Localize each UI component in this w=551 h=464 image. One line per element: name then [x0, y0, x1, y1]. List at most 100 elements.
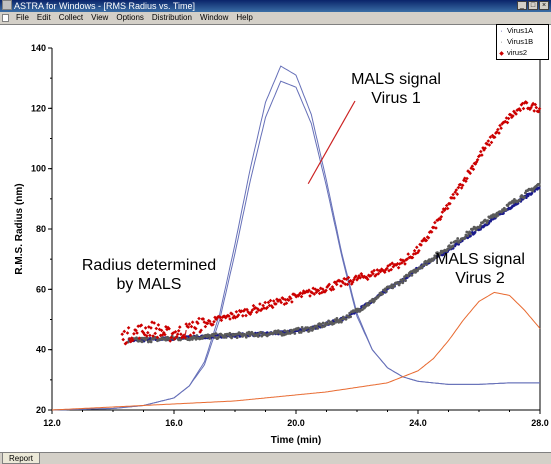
virus1b-point [316, 327, 320, 330]
virus2-point [488, 135, 493, 139]
virus2-point [321, 287, 325, 291]
menu-help[interactable]: Help [236, 13, 253, 22]
virus2-point [443, 206, 448, 211]
virus2-point [207, 319, 212, 323]
virus2-point [178, 325, 182, 329]
annotation-mals-virus1: MALS signal Virus 1 [334, 70, 458, 108]
virus1b-point [523, 195, 526, 199]
virus1b-point [479, 224, 482, 227]
virus2-point [405, 257, 409, 261]
virus2-point [403, 262, 407, 266]
title-bar: ASTRA for Windows - [RMS Radius vs. Time… [0, 0, 551, 12]
virus1b-point [420, 266, 424, 270]
virus2-point [284, 301, 289, 305]
virus2-point [175, 332, 180, 336]
menu-window[interactable]: Window [199, 13, 229, 22]
virus2-point [396, 265, 401, 270]
menu-edit[interactable]: Edit [36, 13, 51, 22]
virus2-point [152, 321, 156, 325]
virus2-point [365, 277, 370, 282]
virus2-point [492, 135, 497, 139]
virus2-point [265, 305, 270, 310]
maximize-button[interactable]: □ [528, 1, 538, 10]
menu-options[interactable]: Options [116, 13, 144, 22]
virus1b-point [321, 321, 325, 325]
annotation-radius-mals: Radius determined by MALS [64, 256, 234, 294]
virus2-point [385, 266, 389, 271]
virus2-point [532, 109, 536, 113]
virus2-point [125, 331, 130, 335]
virus2-point [143, 326, 148, 330]
virus2-point [159, 328, 164, 333]
virus2-point [498, 123, 502, 128]
virus1b-point [344, 317, 348, 321]
virus1b-point [371, 297, 374, 301]
close-button[interactable]: × [539, 1, 549, 10]
virus2-point [168, 339, 172, 343]
menu-view[interactable]: View [91, 13, 109, 22]
legend-label-virus2: virus2 [507, 48, 528, 57]
virus2-point [483, 146, 487, 150]
virus2-point [134, 328, 138, 333]
virus2-point [316, 288, 321, 293]
virus1b-point [384, 287, 387, 291]
virus2-point [215, 315, 219, 320]
virus1b-point [252, 332, 256, 336]
y-tick-label: 140 [31, 43, 46, 53]
virus1b-point [140, 340, 144, 344]
virus2-point [190, 320, 195, 324]
virus2-point [144, 334, 149, 338]
virus1b-point [463, 236, 467, 239]
virus2-point [468, 171, 472, 176]
virus2-point [279, 300, 283, 305]
virus2-point [372, 268, 376, 273]
virus2-point [389, 267, 393, 272]
x-tick-label: 28.0 [531, 418, 549, 428]
x-tick-label: 16.0 [165, 418, 183, 428]
virus2-point [227, 314, 231, 318]
minimize-button[interactable]: _ [517, 1, 527, 10]
rms-radius-chart: 12.0 16.0 20.0 24.0 28.0 20 40 60 80 100 120 140 Tim… [14, 43, 549, 446]
virus2-point [469, 166, 473, 170]
virus2-point [410, 255, 415, 260]
virus2-point [223, 315, 228, 320]
menu-distribution[interactable]: Distribution [151, 13, 192, 22]
virus1b-point [190, 338, 194, 341]
virus1a-point [469, 234, 472, 238]
virus1b-point [327, 319, 330, 323]
virus1b-point [335, 317, 339, 320]
virus1b-point [518, 198, 522, 202]
virus2-point [456, 185, 461, 190]
document-icon[interactable] [2, 14, 9, 22]
legend-label-virus1a: Virus1A [507, 26, 534, 35]
virus1b-point [355, 310, 359, 313]
virus2-point [460, 183, 465, 188]
virus2-point [334, 282, 339, 287]
virus2-point [176, 329, 181, 333]
annotation-mals-virus2-line2: Virus 2 [455, 270, 505, 287]
virus2-point [128, 339, 133, 344]
virus2-point [262, 306, 266, 310]
virus1b-point [496, 214, 500, 217]
virus2-point [211, 322, 215, 327]
virus2-point [442, 208, 447, 213]
virus2-point [184, 322, 188, 326]
virus2-point [122, 329, 127, 334]
virus2-point [486, 139, 491, 143]
virus2-point [499, 126, 503, 130]
virus2-point [189, 324, 194, 329]
virus2-point [212, 319, 216, 324]
virus1b-point [244, 333, 247, 337]
menu-file[interactable]: File [16, 13, 29, 22]
virus2-point [345, 282, 350, 287]
virus2-point [369, 273, 373, 278]
virus2-point [527, 106, 531, 111]
virus2-point [249, 310, 254, 315]
virus1b-point [469, 232, 472, 236]
virus1b-point [377, 294, 381, 298]
virus1b-point [391, 286, 395, 290]
menu-collect[interactable]: Collect [58, 13, 84, 22]
virus2-point [470, 164, 475, 168]
report-tab[interactable]: Report [2, 453, 41, 464]
virus2-point [515, 108, 519, 113]
